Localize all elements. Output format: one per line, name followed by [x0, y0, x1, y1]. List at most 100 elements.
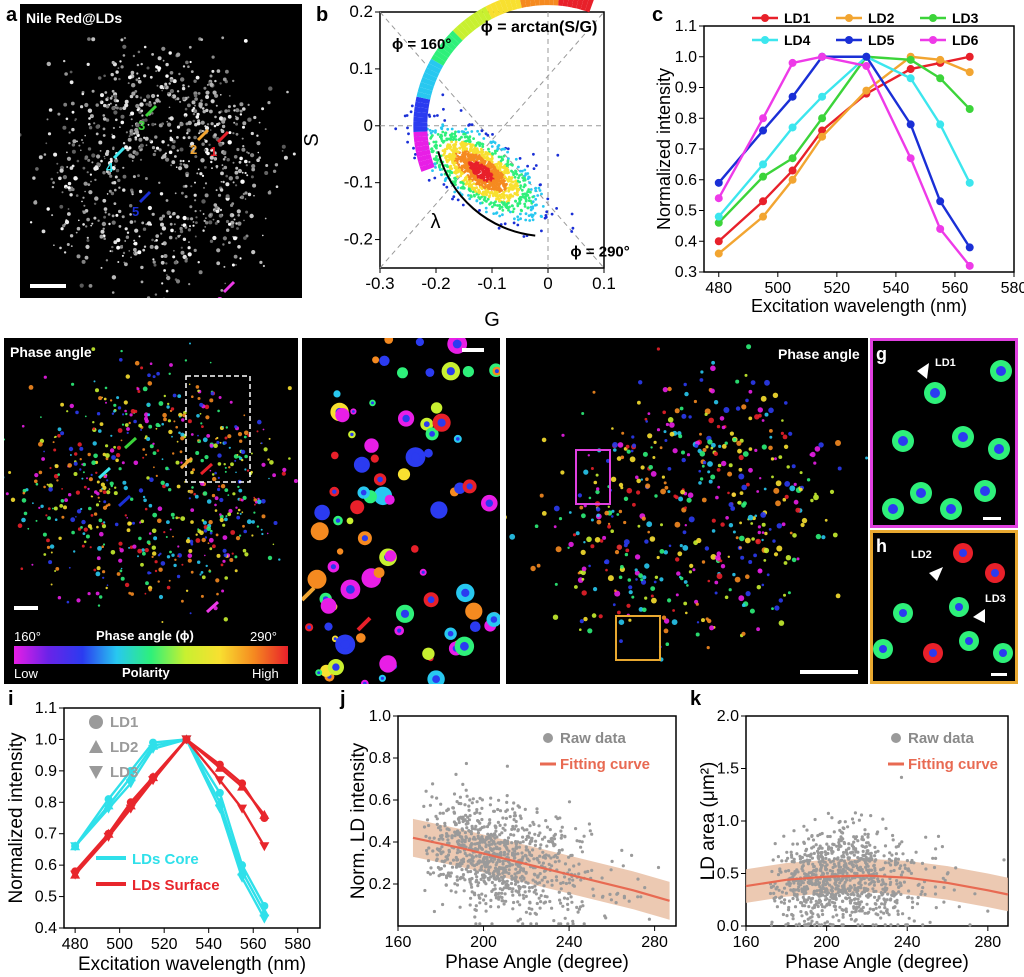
ld-dot — [233, 109, 236, 112]
ld-dot — [95, 103, 99, 107]
ld-core — [994, 444, 1004, 454]
raw-data-point — [480, 817, 484, 822]
ld-dot — [616, 456, 622, 461]
ld-dot — [234, 459, 237, 462]
ld-dot — [588, 496, 592, 500]
data-point-LD3 — [818, 114, 827, 123]
ld-dot — [35, 519, 38, 522]
ld-dot — [669, 431, 675, 437]
ld-dot — [111, 275, 117, 280]
ld-dot — [146, 296, 151, 298]
ld-dot — [196, 414, 200, 418]
phasor-point — [464, 142, 468, 146]
raw-data-point — [469, 869, 473, 874]
phasor-point — [538, 189, 542, 192]
ld-core — [371, 401, 374, 405]
ld-dot — [656, 347, 660, 351]
phasor-point — [493, 149, 497, 153]
ld-dot — [87, 183, 91, 187]
phase-arc-segment — [445, 34, 460, 48]
ld-dot — [145, 144, 148, 147]
ld-dot — [147, 123, 150, 126]
ld-dot — [209, 239, 214, 243]
ld-dot — [192, 119, 196, 123]
phasor-point — [445, 158, 449, 162]
raw-data-point — [656, 865, 661, 870]
ld-dot — [208, 143, 211, 146]
ld-dot — [123, 485, 128, 491]
phasor-point — [467, 124, 470, 127]
raw-data-point — [531, 820, 535, 824]
data-point-LD1 — [965, 52, 974, 61]
ld-dot — [99, 489, 103, 493]
raw-data-point — [550, 906, 554, 910]
data-point-LD6 — [965, 261, 974, 270]
ld-dot — [89, 173, 92, 176]
phasor-point — [486, 197, 490, 201]
ld-dot — [222, 236, 227, 241]
raw-data-point — [473, 842, 477, 846]
ld-dot — [213, 210, 216, 213]
ld-dot — [684, 524, 687, 527]
ld-dot — [64, 72, 68, 76]
phasor-point — [469, 169, 473, 173]
ld-dot — [125, 131, 128, 134]
ld-droplet — [425, 368, 435, 377]
ld-dot — [200, 422, 203, 425]
ld-dot — [201, 199, 206, 204]
raw-data-point — [572, 864, 576, 868]
raw-data-point — [487, 843, 491, 847]
ld-dot — [108, 488, 111, 490]
ld-dot — [784, 401, 788, 405]
raw-data-point — [542, 901, 546, 905]
raw-data-point — [575, 905, 579, 909]
phi-end: ϕ = 290° — [570, 244, 629, 261]
phasor-point — [479, 158, 483, 162]
ld-dot — [264, 128, 267, 131]
ld-dot — [153, 101, 157, 105]
raw-data-point — [567, 877, 571, 881]
raw-data-point — [435, 847, 439, 851]
ld-dot — [614, 550, 620, 555]
ld-dot — [224, 488, 229, 492]
phasor-point — [434, 140, 438, 144]
ld-core — [318, 509, 326, 516]
legend-label-LD2: LD2 — [868, 10, 895, 26]
ld-dot — [583, 469, 589, 475]
ld-dot — [105, 586, 108, 590]
ld-dot — [727, 491, 730, 495]
phasor-point — [471, 156, 474, 159]
data-point-LD2 — [759, 212, 768, 221]
ld-dot — [166, 405, 170, 409]
raw-data-point — [490, 880, 494, 885]
phasor-point — [461, 181, 464, 184]
ld-dot — [140, 519, 145, 524]
ld-dot — [664, 439, 668, 442]
y-tick-label: 0 — [364, 116, 373, 135]
phasor-point — [435, 155, 438, 158]
ld-dot — [69, 70, 73, 74]
ld-dot — [146, 94, 151, 99]
ld-dot — [249, 213, 254, 219]
raw-data-point — [477, 881, 481, 885]
phasor-point — [455, 147, 459, 151]
ld-dot — [105, 259, 109, 262]
raw-data-point — [463, 851, 467, 856]
raw-data-point — [552, 919, 556, 923]
ld-dot — [650, 471, 657, 477]
ld-dot — [68, 131, 71, 134]
ld-dot — [623, 496, 629, 501]
ld-dot — [761, 419, 765, 422]
raw-data-point — [517, 845, 522, 849]
ld-dot — [197, 389, 200, 393]
ld-dot — [242, 548, 247, 553]
raw-data-point — [466, 870, 470, 874]
ld-dot — [190, 141, 195, 146]
raw-data-point — [448, 861, 453, 865]
ld-dot — [232, 161, 235, 164]
raw-data-point — [482, 860, 486, 864]
ld-dot — [98, 140, 103, 145]
phasor-point — [484, 152, 488, 155]
phasor-point — [503, 166, 507, 170]
ld-dot — [205, 108, 209, 113]
